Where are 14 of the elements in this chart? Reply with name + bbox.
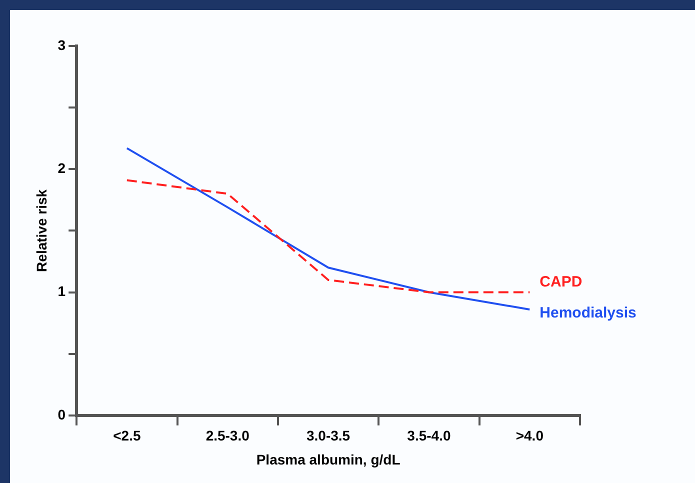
y-tick-label: 3 [58,36,66,53]
x-tick-label: >4.0 [516,428,544,444]
x-tick-label: <2.5 [113,428,141,444]
x-tick-label: 2.5-3.0 [206,428,250,444]
series-label: CAPD [540,273,582,290]
y-axis-title: Relative risk [33,189,50,272]
series-label: Hemodialysis [540,304,636,322]
y-tick-label: 2 [58,160,66,176]
y-tick-label: 1 [58,283,66,300]
x-tick-label: 3.5-4.0 [407,428,451,444]
y-tick-label: 0 [58,406,66,422]
x-tick-label: 3.0-3.5 [306,428,350,444]
x-axis-title: Plasma albumin, g/dL [256,451,401,468]
line-series [126,179,531,294]
